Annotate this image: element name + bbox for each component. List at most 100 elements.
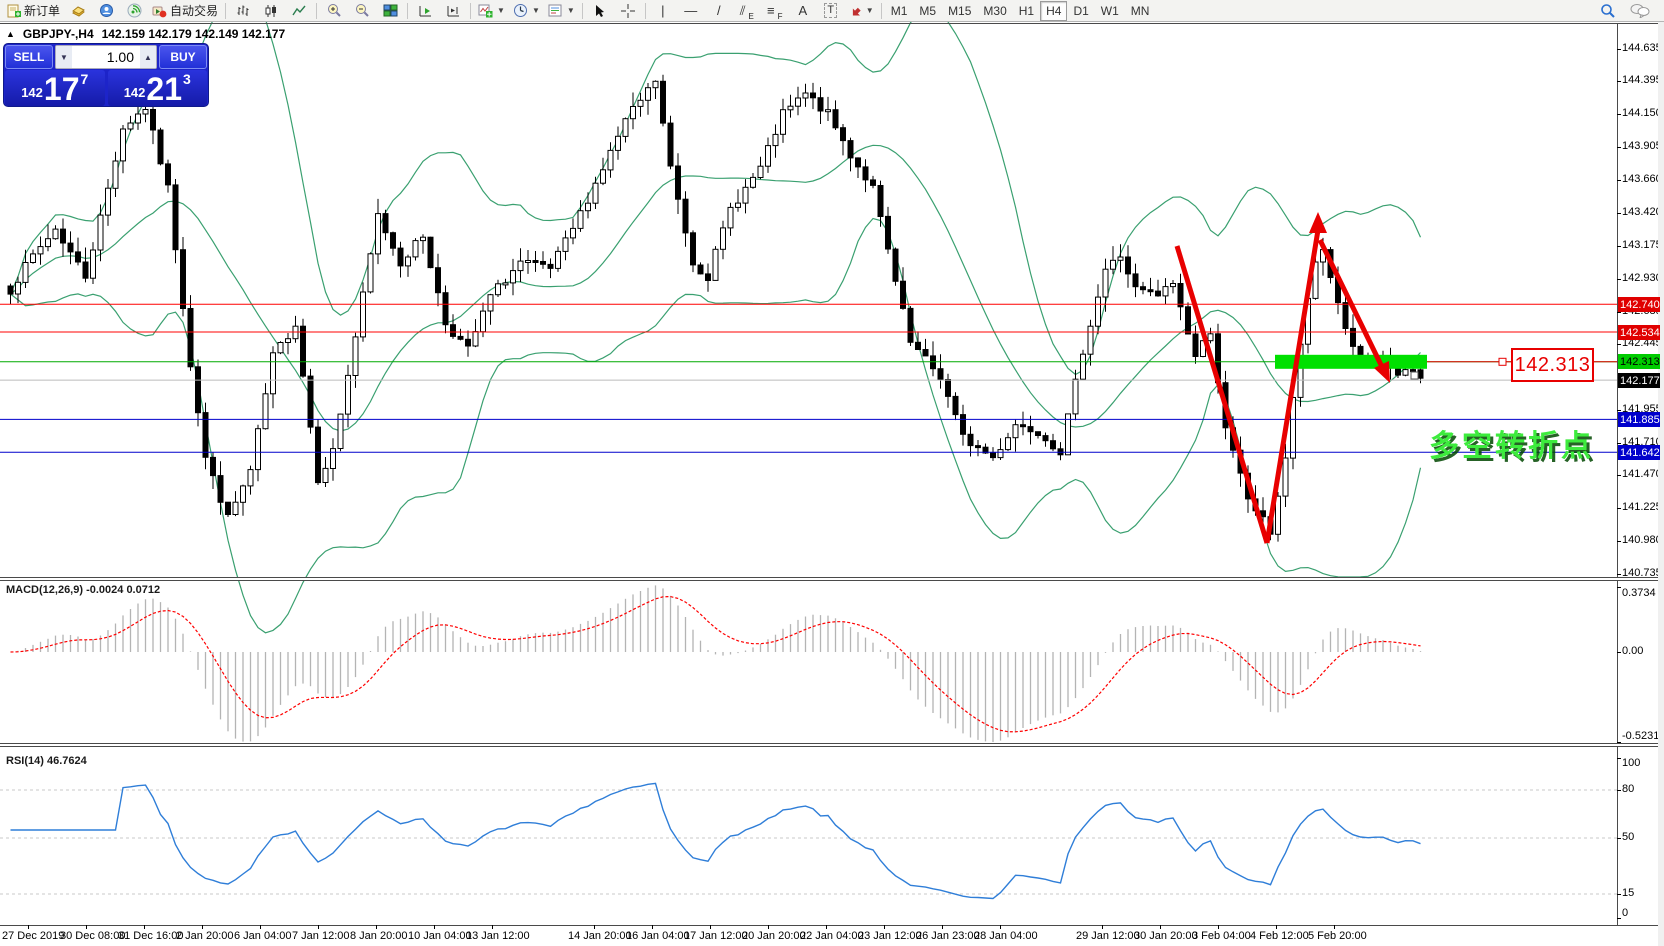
timeframe-button-M5[interactable]: M5 (919, 3, 937, 18)
community-button[interactable] (92, 0, 120, 22)
chart-shift-icon (447, 5, 459, 16)
timeframe-button-M1[interactable]: M1 (890, 3, 908, 18)
price-tick-label: 143.660 (1622, 173, 1662, 185)
toolbar-separator (225, 2, 227, 19)
community-icon (99, 4, 113, 17)
time-axis-tick (1218, 925, 1219, 929)
time-axis-label: 23 Jan 12:00 (858, 930, 922, 942)
timeframe-button-W1[interactable]: W1 (1100, 3, 1119, 18)
price-callout-box[interactable]: 142.313 (1511, 348, 1594, 382)
timeframe-toolbar: M1 M5 M15 M30 H1 H4 D1 W1 MN (885, 0, 1156, 21)
search-icon[interactable] (1600, 3, 1616, 19)
arrows-button[interactable]: ▼ (845, 0, 878, 22)
toolbar-separator (470, 2, 472, 19)
text-button[interactable]: A (789, 0, 817, 22)
signals-icon (127, 3, 142, 18)
sell-button[interactable]: SELL (5, 45, 53, 69)
vertical-line-button[interactable]: | (649, 0, 677, 22)
turning-point-label[interactable]: 多空转折点 (1429, 430, 1594, 463)
timeframe-button-M30[interactable]: M30 (983, 3, 1007, 18)
timeframe-button-D1[interactable]: D1 (1073, 3, 1089, 18)
time-axis-label: 22 Jan 04:00 (800, 930, 864, 942)
volume-input[interactable]: 1.00 (106, 49, 134, 65)
time-axis-label: 17 Jan 12:00 (684, 930, 748, 942)
rsi-tick-label: 0 (1622, 907, 1629, 919)
gold-book-icon (71, 5, 85, 17)
toolbar-separator (407, 2, 409, 19)
price-level-tag: 142.177 (1618, 373, 1660, 388)
candle-chart-icon (265, 4, 277, 17)
dropdown-caret-icon: ▼ (566, 6, 575, 15)
window-edge (1658, 22, 1664, 946)
candle-chart-button[interactable] (257, 0, 285, 22)
crosshair-button[interactable] (614, 0, 642, 22)
signals-button[interactable] (120, 0, 148, 22)
cursor-button[interactable] (586, 0, 614, 22)
timeframe-button-H1[interactable]: H1 (1018, 3, 1035, 18)
price-tick (1617, 49, 1621, 50)
toolbar-right (1600, 3, 1650, 19)
price-tick-label: 142.930 (1622, 272, 1662, 284)
periods-button[interactable]: ▼ (509, 0, 544, 22)
timeframe-button-H4[interactable]: H4 (1040, 0, 1068, 21)
rsi-pane-splitter[interactable] (0, 743, 1664, 747)
rsi-tick (1617, 894, 1621, 895)
channel-button[interactable]: ⫽ E (733, 0, 761, 22)
terminal-button[interactable] (64, 0, 92, 22)
time-axis-tick (594, 925, 595, 929)
price-tick-label: 140.980 (1622, 534, 1662, 546)
autotrade-button[interactable]: 自动交易 (148, 0, 222, 22)
zoom-out-icon (355, 4, 369, 17)
timeframe-button-M15[interactable]: M15 (948, 3, 972, 18)
chart-top-border (0, 23, 1664, 24)
time-axis-tick (1334, 925, 1335, 929)
time-axis-tick (1160, 925, 1161, 929)
time-axis-tick (86, 925, 87, 929)
price-tick (1617, 114, 1621, 115)
time-axis-label: 14 Jan 20:00 (568, 930, 632, 942)
toolbar-separator (880, 2, 882, 19)
volume-up-button[interactable]: ▲ (140, 46, 156, 68)
templates-button[interactable]: ▼ (544, 0, 579, 22)
price-tick (1617, 344, 1621, 345)
new-order-icon (7, 4, 21, 17)
time-axis-tick (260, 925, 261, 929)
tile-windows-button[interactable] (376, 0, 404, 22)
horizontal-line-button[interactable]: — (677, 0, 705, 22)
chart-shift-button[interactable] (439, 0, 467, 22)
price-callout-text: 142.313 (1514, 353, 1591, 376)
timeframe-button-MN[interactable]: MN (1130, 3, 1150, 18)
comments-icon[interactable] (1630, 3, 1650, 18)
zoom-in-icon (327, 4, 341, 17)
autotrade-label: 自动交易 (170, 4, 219, 18)
indicators-button[interactable]: ▼ (474, 0, 509, 22)
bar-chart-button[interactable] (229, 0, 257, 22)
collapse-arrow-icon[interactable]: ▲ (6, 29, 15, 39)
time-axis-tick (710, 925, 711, 929)
zoom-in-button[interactable] (320, 0, 348, 22)
time-axis-tick (1102, 925, 1103, 929)
price-tick (1617, 147, 1621, 148)
tile-windows-icon (383, 4, 398, 16)
new-order-button[interactable]: 新订单 (3, 0, 64, 22)
volume-down-button[interactable]: ▼ (56, 46, 72, 68)
text-label-button[interactable]: T (817, 0, 845, 22)
fibonacci-button[interactable]: ≡ F (761, 0, 789, 22)
macd-tick (1617, 587, 1621, 588)
buy-price-button[interactable]: 142 21 3 (107, 70, 207, 106)
sell-price-button[interactable]: 142 17 7 (5, 70, 105, 106)
zoom-out-button[interactable] (348, 0, 376, 22)
macd-pane-splitter[interactable] (0, 577, 1664, 581)
auto-scroll-button[interactable] (411, 0, 439, 22)
buy-button[interactable]: BUY (159, 45, 207, 69)
time-axis-label: 26 Jan 23:00 (916, 930, 980, 942)
clock-icon (513, 4, 527, 17)
line-chart-button[interactable] (285, 0, 313, 22)
trendline-button[interactable]: / (705, 0, 733, 22)
time-axis-label: 6 Jan 04:00 (234, 930, 292, 942)
time-axis-label: 16 Jan 04:00 (626, 930, 690, 942)
time-axis-border (0, 925, 1664, 926)
time-axis-label: 20 Jan 20:00 (742, 930, 806, 942)
